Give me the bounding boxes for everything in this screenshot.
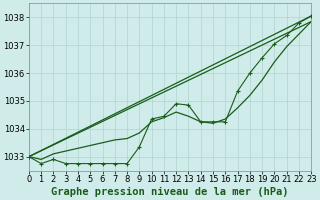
- X-axis label: Graphe pression niveau de la mer (hPa): Graphe pression niveau de la mer (hPa): [51, 186, 289, 197]
